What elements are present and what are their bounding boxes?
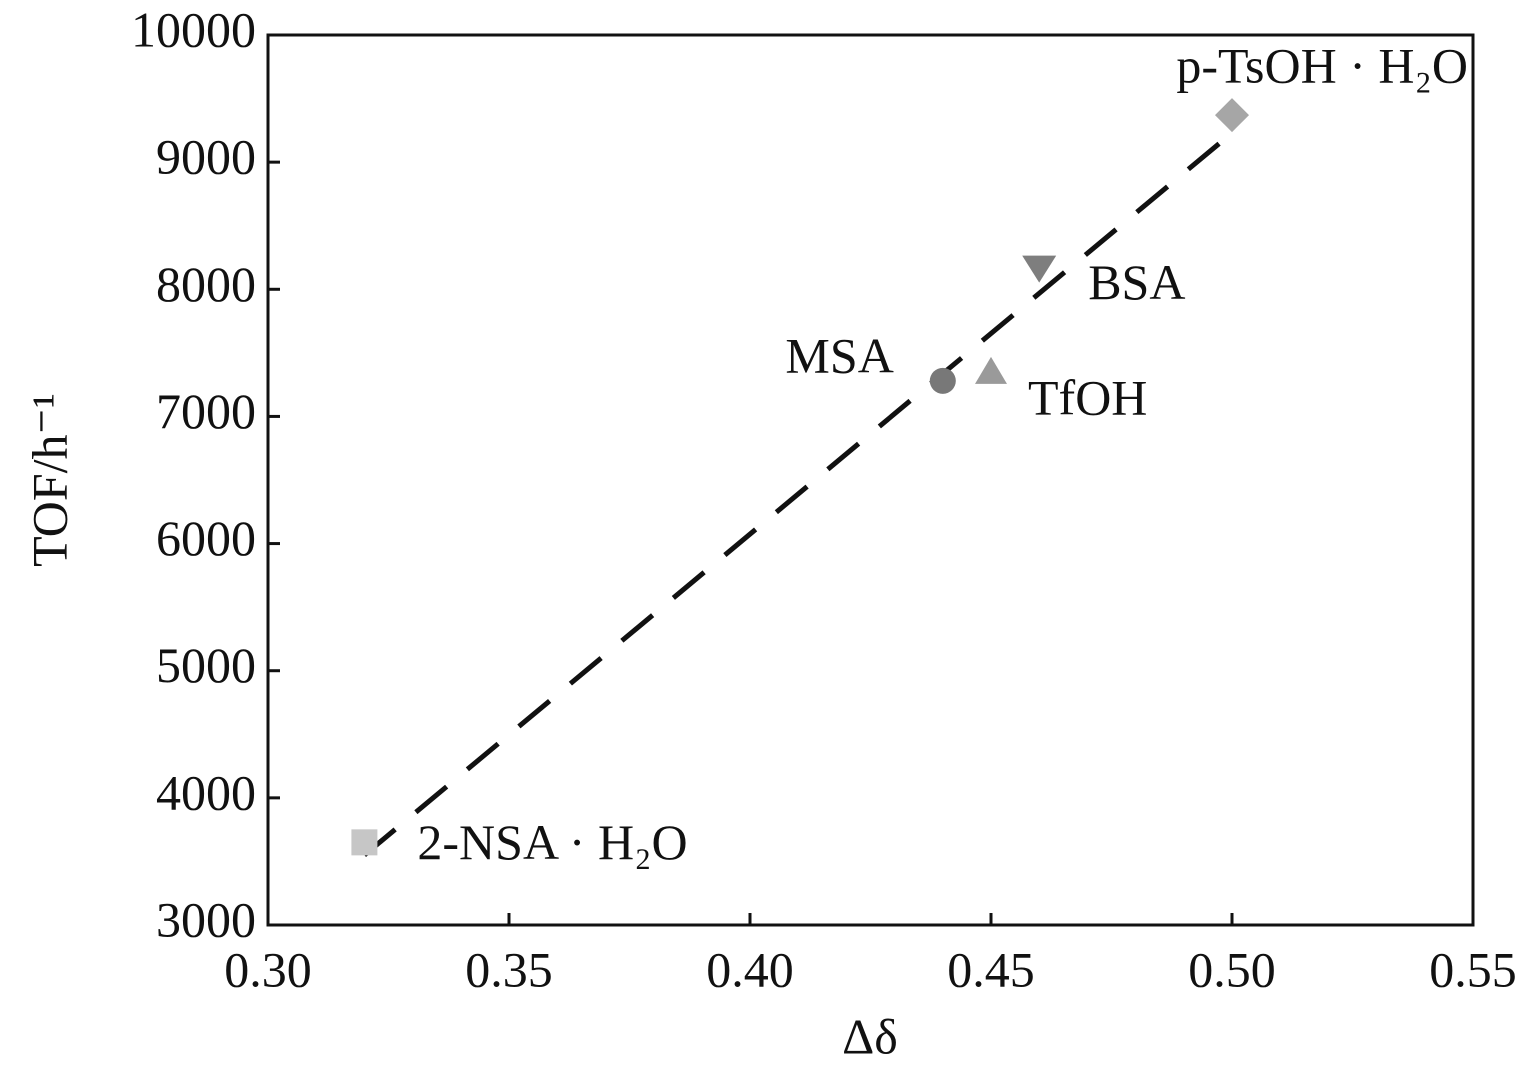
y-tick-label: 10000 bbox=[131, 1, 256, 57]
x-tick-label: 0.55 bbox=[1429, 941, 1517, 997]
point-label: p-TsOH · H₂O bbox=[1176, 38, 1468, 94]
y-tick-label: 5000 bbox=[156, 637, 256, 693]
x-tick-label: 0.50 bbox=[1188, 941, 1276, 997]
x-tick-label: 0.35 bbox=[465, 941, 553, 997]
x-tick-label: 0.30 bbox=[224, 941, 312, 997]
y-tick-label: 9000 bbox=[156, 129, 256, 185]
x-tick-label: 0.45 bbox=[947, 941, 1035, 997]
point-label: MSA bbox=[785, 327, 893, 383]
point-label: 2-NSA · H₂O bbox=[417, 814, 687, 870]
point-label: BSA bbox=[1088, 254, 1185, 310]
y-tick-label: 6000 bbox=[156, 510, 256, 566]
marker bbox=[929, 367, 956, 394]
y-tick-label: 8000 bbox=[156, 256, 256, 312]
x-tick-label: 0.40 bbox=[706, 941, 794, 997]
y-tick-label: 3000 bbox=[156, 891, 256, 947]
marker bbox=[1022, 255, 1057, 283]
y-tick-label: 7000 bbox=[156, 383, 256, 439]
point-label: TfOH bbox=[1028, 369, 1147, 425]
marker bbox=[351, 829, 378, 856]
trendline bbox=[362, 130, 1234, 857]
x-axis-title: Δδ bbox=[842, 1008, 898, 1064]
marker bbox=[1215, 98, 1249, 133]
y-tick-label: 4000 bbox=[156, 764, 256, 820]
y-axis-title: TOF/h⁻¹ bbox=[21, 393, 77, 567]
marker bbox=[975, 356, 1007, 384]
plot-frame bbox=[266, 33, 1475, 927]
